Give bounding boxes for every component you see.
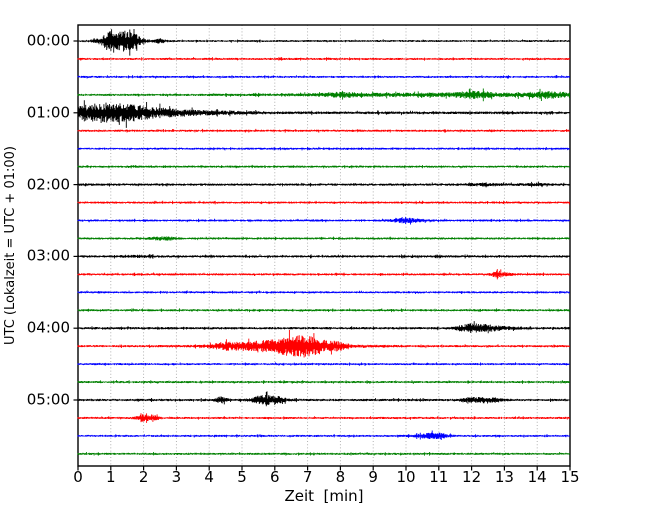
x-tick-label: 5 xyxy=(237,468,247,486)
y-axis-label-wrap: UTC (Lokalzeit = UTC + 01:00) xyxy=(1,25,19,466)
x-tick-label: 0 xyxy=(73,468,83,486)
x-axis-label: Zeit [min] xyxy=(284,487,364,505)
y-tick-label: 03:00 xyxy=(26,246,70,265)
x-tick-label: 8 xyxy=(335,468,346,486)
x-tick-label: 2 xyxy=(138,468,149,486)
x-tick-label: 3 xyxy=(171,468,182,486)
y-tick-label: 05:00 xyxy=(26,390,70,409)
y-tick-label: 02:00 xyxy=(26,175,70,194)
x-tick-label: 12 xyxy=(462,468,482,486)
x-tick-label: 6 xyxy=(270,468,280,486)
x-tick-label: 9 xyxy=(368,468,378,486)
y-axis-label: UTC (Lokalzeit = UTC + 01:00) xyxy=(2,146,18,345)
x-tick-label: 15 xyxy=(560,468,580,486)
x-tick-label: 1 xyxy=(106,468,116,486)
x-tick-label: 14 xyxy=(527,468,547,486)
x-tick-label: 13 xyxy=(494,468,514,486)
x-tick-label: 11 xyxy=(429,468,449,486)
y-tick-label: 00:00 xyxy=(26,31,70,50)
y-tick-label: 04:00 xyxy=(26,318,70,337)
x-tick-label: 7 xyxy=(302,468,313,486)
y-tick-label: 01:00 xyxy=(26,103,70,122)
x-tick-label: 4 xyxy=(204,468,214,486)
x-tick-label: 10 xyxy=(396,468,416,486)
